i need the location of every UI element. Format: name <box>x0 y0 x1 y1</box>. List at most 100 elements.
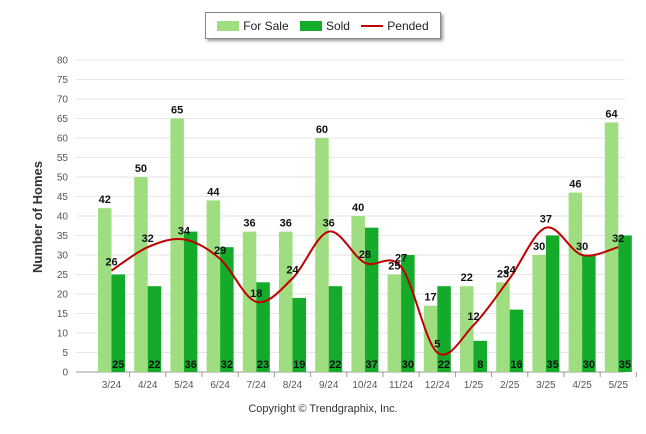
for-sale-bar <box>98 208 112 372</box>
y-tick-label: 0 <box>62 368 68 379</box>
x-tick-label: 3/25 <box>536 380 556 391</box>
pended-label: 30 <box>576 241 588 253</box>
x-tick-label: 11/24 <box>389 380 414 391</box>
y-tick-label: 35 <box>57 231 69 242</box>
sold-bar <box>473 340 487 372</box>
pended-label: 24 <box>504 264 517 276</box>
pended-label: 5 <box>434 339 440 351</box>
y-tick-label: 70 <box>57 95 69 106</box>
x-tick-label: 1/25 <box>464 380 484 391</box>
for-sale-bar <box>170 118 184 372</box>
pended-label: 32 <box>612 233 624 245</box>
sold-bar <box>220 247 234 372</box>
pended-label: 29 <box>214 245 226 257</box>
legend-label-sold: Sold <box>325 18 350 33</box>
sold-label: 37 <box>366 359 378 371</box>
x-tick-label: 9/24 <box>319 380 339 391</box>
sold-bar <box>582 255 596 372</box>
for-sale-bar <box>568 192 583 372</box>
for-sale-bar <box>387 274 402 372</box>
for-sale-label: 30 <box>533 241 545 253</box>
legend-item-sold[interactable]: Sold <box>299 18 350 33</box>
sold-bar <box>545 235 560 372</box>
sold-bar <box>328 286 343 372</box>
for-sale-label: 25 <box>388 261 400 273</box>
pended-line <box>110 226 619 356</box>
x-tick-label: 6/24 <box>210 380 230 391</box>
for-sale-label: 40 <box>352 202 364 214</box>
sold-bar <box>111 274 125 372</box>
sold-bar <box>256 282 270 372</box>
sold-label: 30 <box>402 359 414 371</box>
y-axis-ticks: 0 5 10 15 20 25 30 35 40 45 50 55 60 65 70 75 80 <box>57 56 69 379</box>
legend-label-for-sale: For Sale <box>243 18 289 33</box>
for-sale-bar <box>532 255 546 372</box>
legend-item-for-sale[interactable]: For Sale <box>217 18 289 33</box>
pended-line-path <box>110 226 619 356</box>
gridlines <box>76 59 625 373</box>
for-sale-bar <box>134 177 148 372</box>
y-tick-label: 40 <box>57 212 69 223</box>
pended-label: 27 <box>395 253 407 265</box>
y-axis-title: Number of Homes <box>30 161 45 273</box>
sold-label: 8 <box>477 359 483 371</box>
sold-label: 35 <box>547 359 559 371</box>
for-sale-label: 17 <box>424 292 436 304</box>
pended-label: 26 <box>105 257 117 269</box>
sold-label: 23 <box>257 359 269 371</box>
bars <box>98 118 632 373</box>
y-tick-label: 60 <box>57 134 69 145</box>
sold-label: 16 <box>510 359 522 371</box>
x-tick-label: 10/24 <box>352 380 377 391</box>
for-sale-label: 36 <box>280 218 292 230</box>
legend-item-pended[interactable]: Pended <box>361 18 429 33</box>
sold-label: 30 <box>583 359 595 371</box>
y-tick-label: 50 <box>57 173 69 184</box>
pended-label: 12 <box>467 311 479 323</box>
sold-label: 19 <box>293 359 305 371</box>
y-tick-label: 30 <box>57 251 69 262</box>
sold-label: 35 <box>619 359 631 371</box>
x-tick-label: 7/24 <box>247 380 267 391</box>
for-sale-bar <box>496 282 510 372</box>
legend-label-pended: Pended <box>387 18 429 33</box>
for-sale-label: 65 <box>171 105 183 117</box>
for-sale-label: 22 <box>461 272 473 284</box>
sold-bar <box>401 255 415 372</box>
for-sale-label: 36 <box>243 218 255 230</box>
y-tick-label: 25 <box>57 270 69 281</box>
for-sale-label: 23 <box>497 268 509 280</box>
pended-label: 37 <box>540 214 552 226</box>
for-sale-label: 42 <box>99 194 111 206</box>
for-sale-bar <box>351 216 365 372</box>
sold-label: 36 <box>185 359 197 371</box>
sold-label: 22 <box>329 359 341 371</box>
for-sale-label: 60 <box>316 124 328 136</box>
sold-bar <box>618 235 632 372</box>
pended-label: 28 <box>359 249 371 261</box>
legend-swatch-for-sale <box>217 20 240 31</box>
y-tick-label: 10 <box>57 329 69 340</box>
for-sale-bar <box>279 231 293 372</box>
copyright-credit: Copyright © Trendgraphix, Inc. <box>248 403 398 415</box>
pended-label: 24 <box>286 264 299 276</box>
x-tick-label: 4/25 <box>572 380 592 391</box>
x-tick-label: 8/24 <box>283 380 303 391</box>
for-sale-bar <box>604 122 619 373</box>
for-sale-bar <box>460 286 474 372</box>
pended-label: 32 <box>142 233 154 245</box>
sold-label: 25 <box>112 359 124 371</box>
x-tick-label: 12/24 <box>425 380 450 391</box>
x-tick-label: 4/24 <box>138 380 158 391</box>
y-tick-label: 65 <box>57 114 69 125</box>
y-tick-label: 20 <box>57 290 69 301</box>
y-tick-label: 15 <box>57 309 69 320</box>
pended-label: 34 <box>178 225 191 237</box>
sold-bar <box>292 297 306 372</box>
y-tick-label: 45 <box>57 192 69 203</box>
legend-swatch-pended <box>361 24 384 27</box>
sold-label: 22 <box>148 359 160 371</box>
sold-bar <box>183 231 198 372</box>
y-tick-label: 5 <box>62 348 68 359</box>
